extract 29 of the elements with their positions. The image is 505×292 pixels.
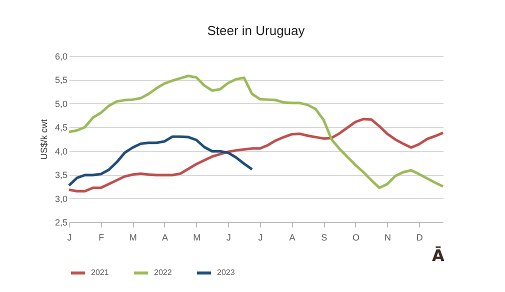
x-tick-label: A (162, 232, 168, 242)
y-axis-title: US$/k cwt (38, 118, 49, 160)
x-tick-label: D (416, 232, 424, 242)
y-tick-label: 6,0 (54, 52, 68, 62)
x-tick-label: O (352, 232, 360, 242)
line-series (68, 135, 254, 187)
line-series (68, 74, 444, 190)
x-tick-label: M (129, 232, 137, 242)
legend-label: 2023 (217, 268, 236, 277)
x-tick-label: J (258, 232, 263, 242)
x-tick-label: S (321, 232, 328, 242)
y-tick-label: 5,0 (54, 98, 68, 109)
line-series (68, 118, 444, 192)
y-tick-label: 4,0 (54, 146, 68, 156)
x-tick-label: M (193, 232, 201, 242)
chart-title: Steer in Uruguay (207, 23, 306, 38)
x-tick-label: J (67, 232, 72, 242)
y-tick-label: 3,0 (54, 194, 68, 204)
y-tick-label: 5,5 (54, 75, 68, 86)
x-tick-label: J (226, 232, 231, 242)
x-tick-label: F (98, 232, 105, 242)
y-tick-label: 4,5 (54, 122, 68, 133)
legend-label: 2022 (154, 268, 172, 277)
y-tick-label: 3,5 (54, 170, 68, 180)
x-tick-label: N (384, 232, 392, 242)
x-tick-label: A (289, 232, 296, 242)
note-text: Ā (432, 246, 444, 265)
legend-label: 2021 (91, 268, 110, 277)
y-tick-label: 2,5 (54, 218, 68, 228)
